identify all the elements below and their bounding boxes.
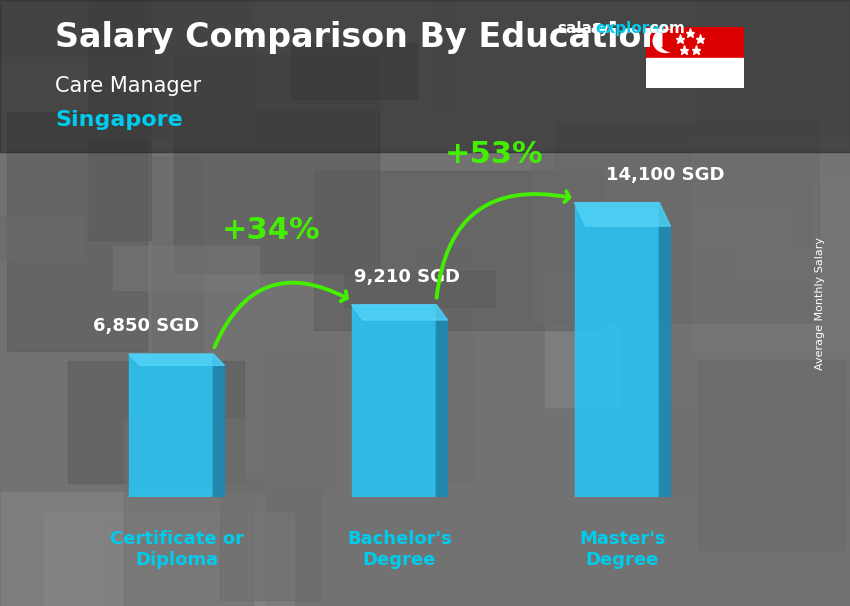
Bar xyxy=(0,0,850,152)
Polygon shape xyxy=(128,354,224,365)
Text: Singapore: Singapore xyxy=(55,110,183,130)
Bar xyxy=(667,401,850,498)
Bar xyxy=(174,55,379,273)
Text: .com: .com xyxy=(644,21,685,36)
Text: explorer: explorer xyxy=(595,21,667,36)
Bar xyxy=(646,27,744,58)
Bar xyxy=(124,418,253,606)
Bar xyxy=(532,155,811,323)
Text: 14,100 SGD: 14,100 SGD xyxy=(606,166,724,184)
Bar xyxy=(646,58,744,88)
Bar xyxy=(545,271,619,407)
Text: Average Monthly Salary: Average Monthly Salary xyxy=(815,236,825,370)
Bar xyxy=(701,0,850,177)
Bar xyxy=(730,248,850,282)
Bar xyxy=(68,361,244,482)
Text: salary: salary xyxy=(557,21,609,36)
Bar xyxy=(204,0,433,108)
Bar xyxy=(151,158,202,367)
Bar xyxy=(314,171,603,330)
Bar xyxy=(0,0,144,56)
Polygon shape xyxy=(352,305,447,320)
Bar xyxy=(113,246,258,290)
Polygon shape xyxy=(436,305,447,497)
Text: +34%: +34% xyxy=(222,216,320,245)
Polygon shape xyxy=(213,354,224,497)
Bar xyxy=(670,207,797,250)
Bar xyxy=(196,0,455,109)
Polygon shape xyxy=(575,202,671,226)
Text: Salary Comparison By Education: Salary Comparison By Education xyxy=(55,21,666,54)
Bar xyxy=(220,479,320,600)
Bar xyxy=(419,245,473,482)
Text: Master's
Degree: Master's Degree xyxy=(579,530,666,569)
Circle shape xyxy=(653,29,678,52)
Bar xyxy=(89,0,253,138)
Polygon shape xyxy=(352,305,436,497)
Text: +53%: +53% xyxy=(445,140,543,169)
Bar xyxy=(0,216,82,260)
Bar xyxy=(258,350,342,493)
Bar xyxy=(1,492,264,606)
Text: Bachelor's
Degree: Bachelor's Degree xyxy=(347,530,452,569)
Bar xyxy=(292,42,416,99)
Bar xyxy=(89,0,150,240)
Bar xyxy=(554,122,819,322)
Text: 6,850 SGD: 6,850 SGD xyxy=(93,317,199,335)
Text: 9,210 SGD: 9,210 SGD xyxy=(354,268,460,286)
Bar xyxy=(344,271,496,307)
Bar xyxy=(43,513,294,606)
Bar xyxy=(104,522,230,606)
Bar xyxy=(698,359,845,550)
Polygon shape xyxy=(575,202,660,497)
Text: Certificate or
Diploma: Certificate or Diploma xyxy=(110,530,244,569)
Bar xyxy=(7,112,147,351)
Polygon shape xyxy=(660,202,671,497)
Bar xyxy=(692,135,850,351)
Polygon shape xyxy=(128,354,213,497)
Circle shape xyxy=(660,30,683,52)
Text: Care Manager: Care Manager xyxy=(55,76,201,96)
